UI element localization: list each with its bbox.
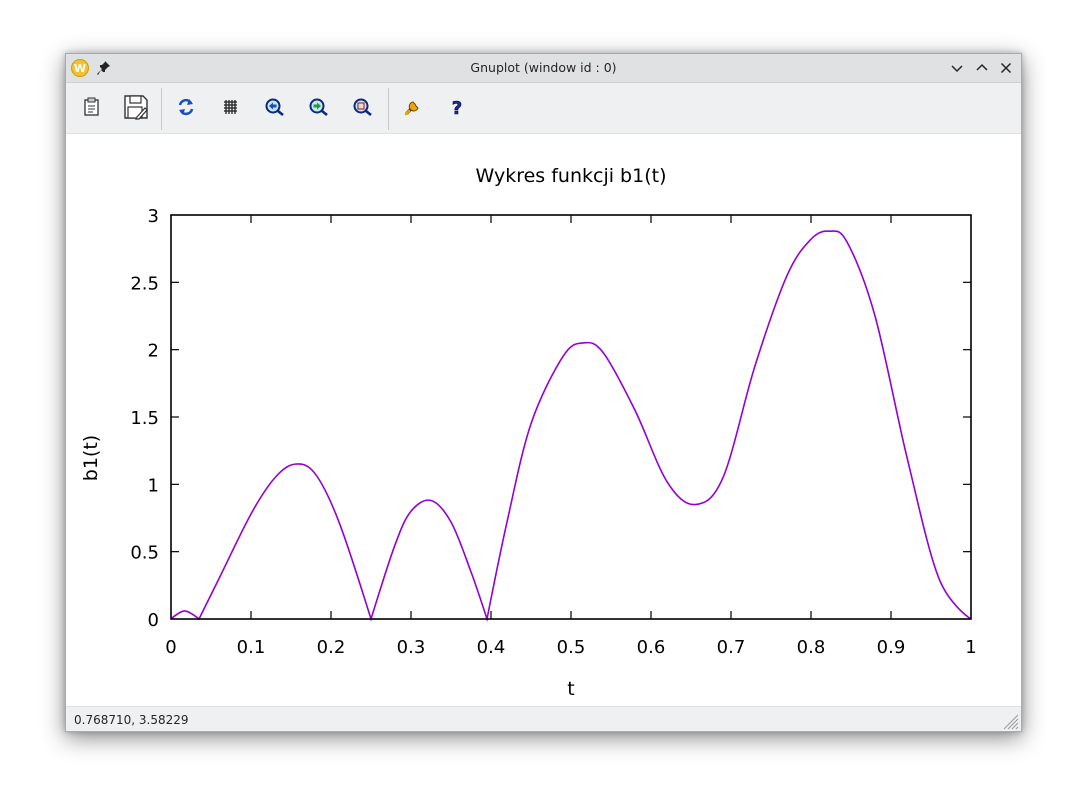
zoom-back-icon[interactable] <box>260 93 288 121</box>
toolbar: ? <box>66 83 1021 134</box>
grid-icon[interactable] <box>216 93 244 121</box>
save-icon[interactable] <box>122 93 150 121</box>
x-tick-label: 0.9 <box>877 637 906 658</box>
plot-area[interactable]: Wykres funkcji b1(t) t b1(t) 0 0.1 0.2 0.3 0… <box>66 134 1021 706</box>
x-tick-label: 0.7 <box>717 637 746 658</box>
svg-text:?: ? <box>452 98 462 119</box>
zoom-forward-icon[interactable] <box>304 93 332 121</box>
y-tick-label: 2 <box>148 341 159 362</box>
x-tick-label: 0.8 <box>797 637 826 658</box>
x-tick-label: 1 <box>965 637 976 658</box>
series-line <box>170 230 972 623</box>
refresh-icon[interactable] <box>172 93 200 121</box>
y-tick-label: 0 <box>148 610 159 631</box>
y-tick-label: 0.5 <box>130 543 159 564</box>
status-bar: 0.768710, 3.58229 <box>66 706 1021 731</box>
cursor-coordinates: 0.768710, 3.58229 <box>74 713 189 727</box>
plot-border <box>170 214 972 620</box>
title-bar[interactable]: W Gnuplot (window id : 0) <box>66 54 1021 83</box>
maximize-icon[interactable] <box>974 60 990 76</box>
gnuplot-window: W Gnuplot (window id : 0) <box>65 53 1022 732</box>
minimize-icon[interactable] <box>949 60 965 76</box>
y-axis-label: b1(t) <box>80 435 102 481</box>
clipboard-icon[interactable] <box>78 93 106 121</box>
x-tick-label: 0 <box>165 637 176 658</box>
x-tick-label: 0.3 <box>397 637 426 658</box>
x-axis-label: t <box>567 678 574 700</box>
y-tick-label: 3 <box>148 206 159 227</box>
y-tick-label: 1 <box>148 475 159 496</box>
x-tick-label: 0.2 <box>317 637 346 658</box>
zoom-fit-icon[interactable] <box>348 93 376 121</box>
window-title: Gnuplot (window id : 0) <box>470 60 617 75</box>
x-tick-label: 0.5 <box>557 637 586 658</box>
toolbar-separator <box>161 88 162 130</box>
wrench-icon[interactable] <box>399 93 427 121</box>
chart-title: Wykres funkcji b1(t) <box>476 165 667 187</box>
y-tick-label: 1.5 <box>130 408 159 429</box>
x-tick-label: 0.1 <box>237 637 266 658</box>
resize-grip-icon[interactable] <box>999 710 1019 730</box>
x-tick-label: 0.6 <box>637 637 666 658</box>
app-icon: W <box>71 59 89 77</box>
toolbar-separator <box>388 88 389 130</box>
y-tick-label: 2.5 <box>130 273 159 294</box>
plot-canvas[interactable]: Wykres funkcji b1(t) t b1(t) 0 0.1 0.2 0.3 0… <box>66 134 1021 706</box>
close-icon[interactable] <box>998 60 1014 76</box>
help-icon[interactable]: ? <box>443 93 471 121</box>
x-tick-label: 0.4 <box>477 637 506 658</box>
pin-icon[interactable] <box>97 60 111 76</box>
